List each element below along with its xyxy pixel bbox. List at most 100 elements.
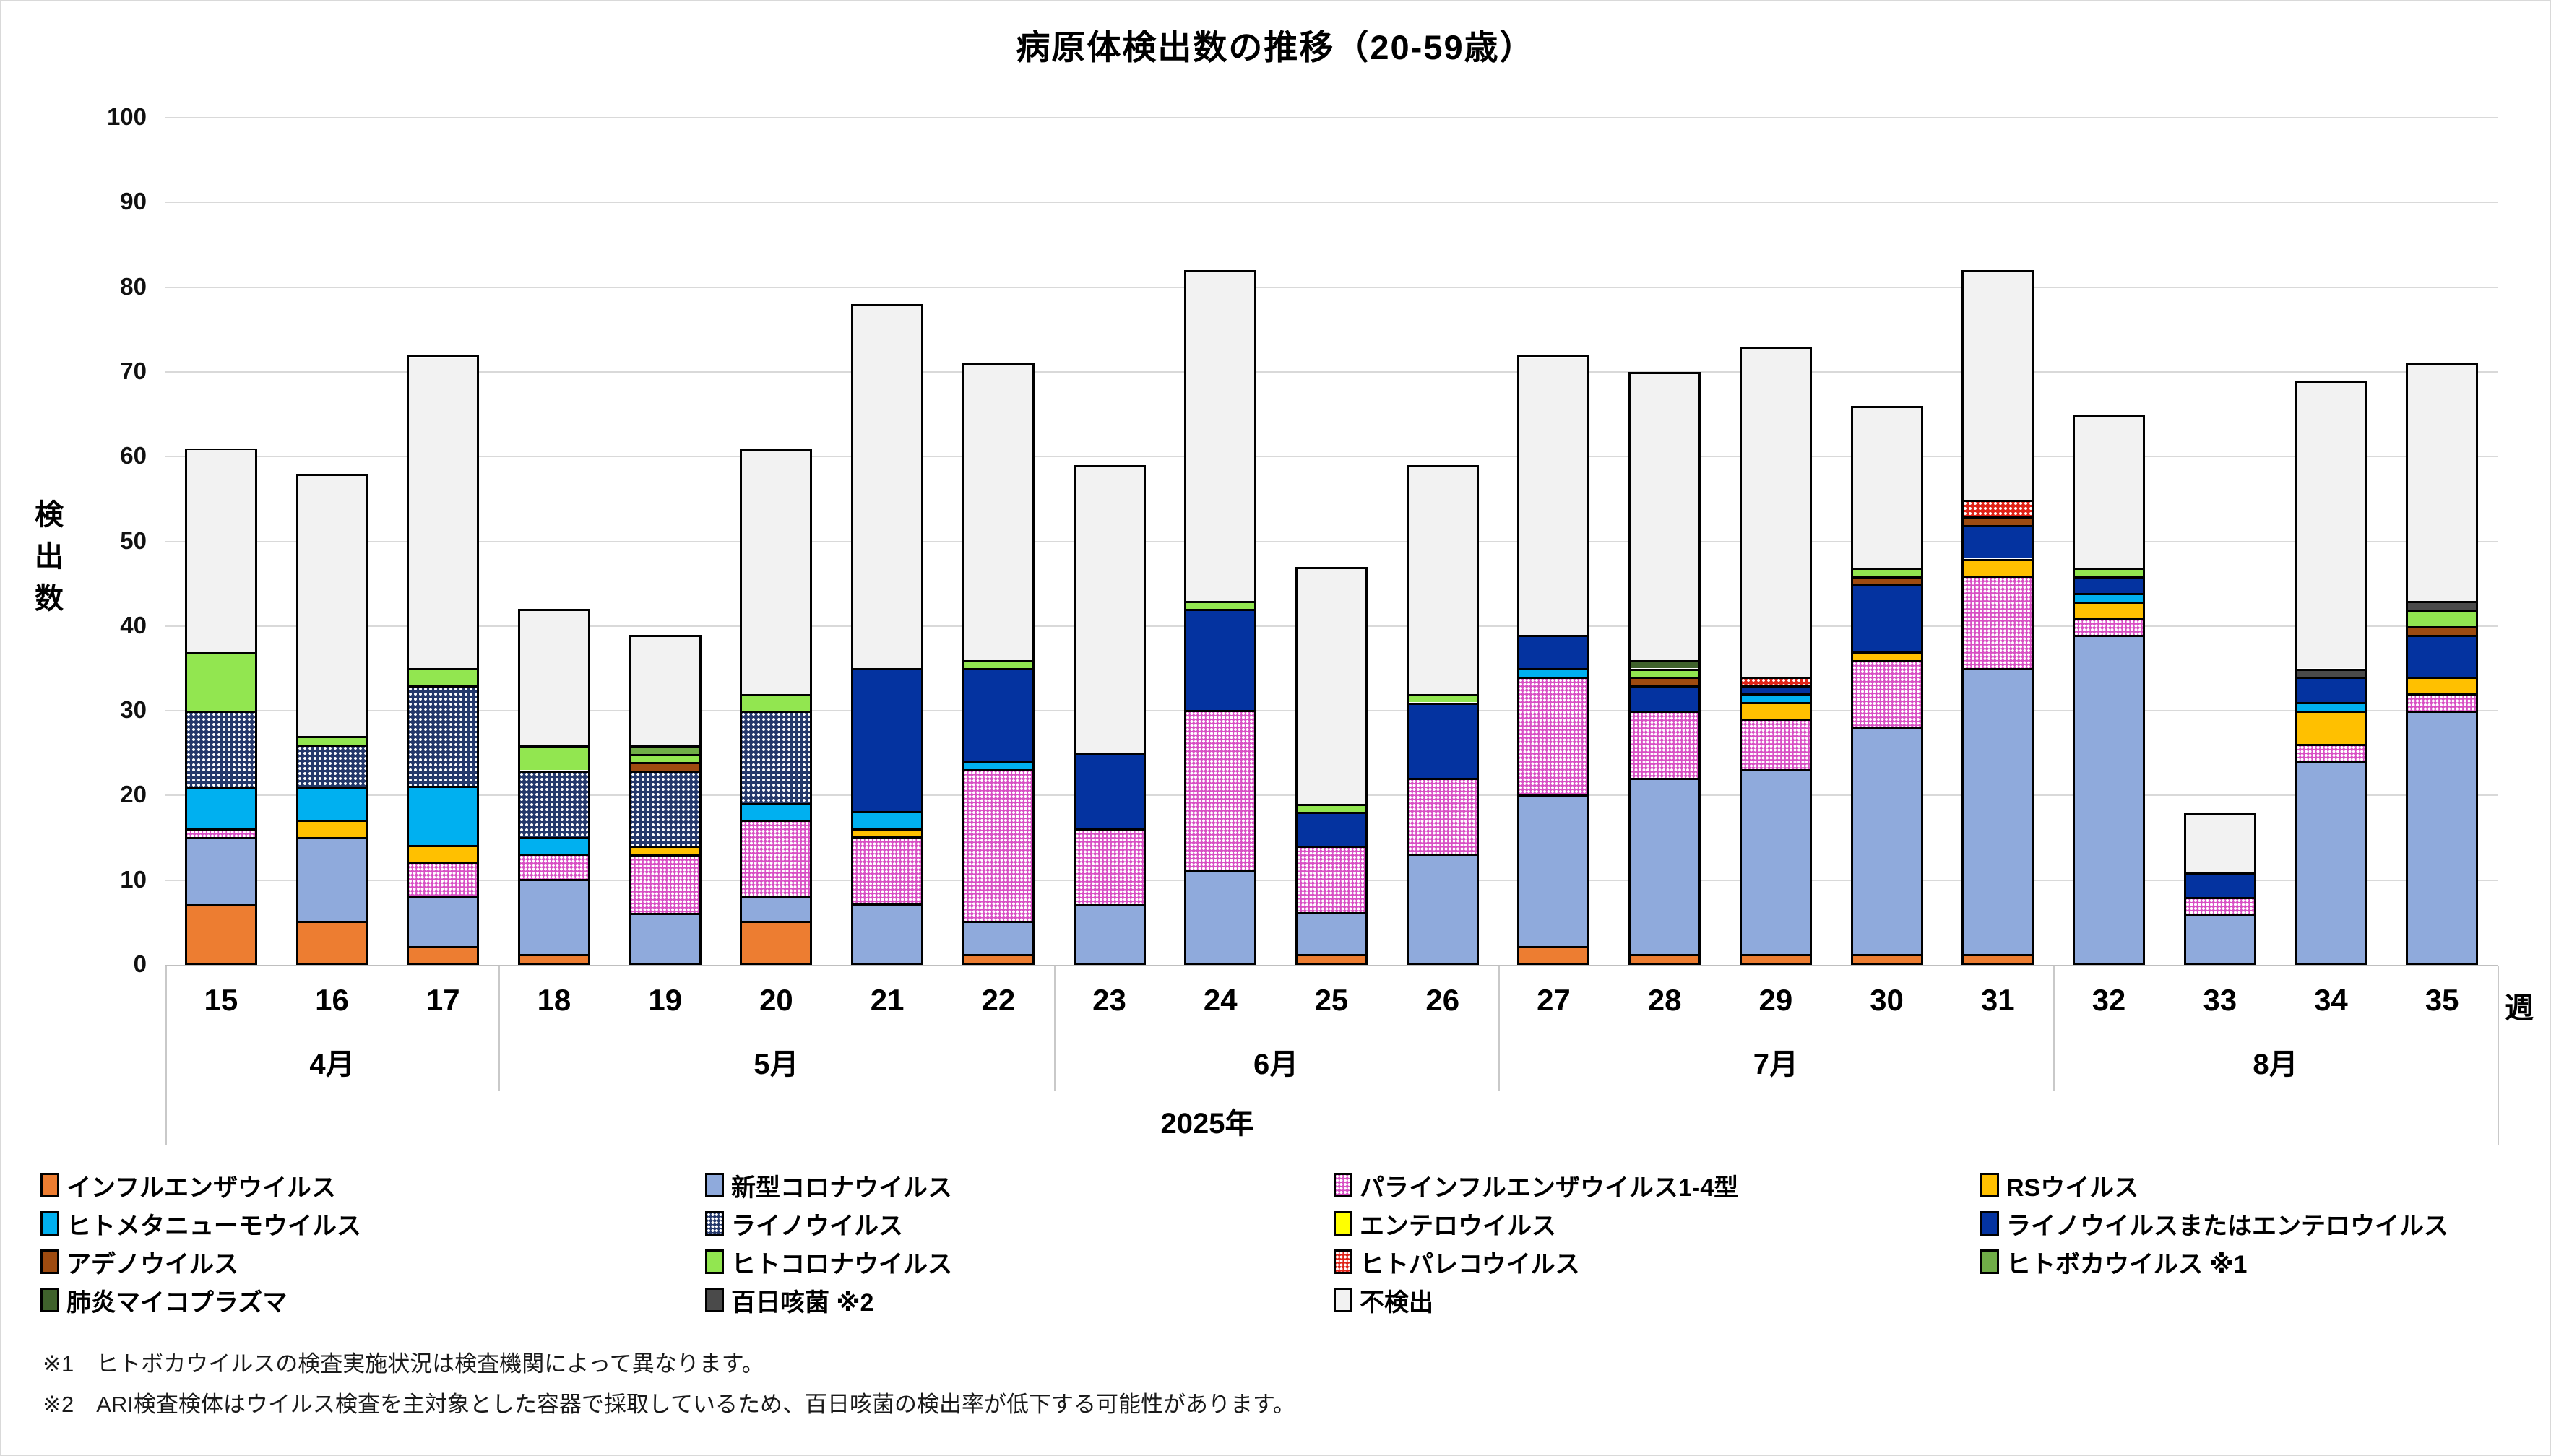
legend-swatch-rs-icon [1980, 1173, 1999, 1197]
segment-covid-week-29 [1741, 769, 1810, 955]
segment-influenza-week-27 [1519, 945, 1588, 963]
bar-week-33 [2183, 812, 2256, 965]
bar-week-32 [2073, 414, 2145, 965]
segment-rhino-week-16 [298, 744, 366, 786]
y-tick-80: 80 [120, 272, 147, 300]
segment-rs-week-31 [1964, 558, 2032, 576]
gridline-60 [165, 456, 2498, 458]
segment-para-week-33 [2185, 896, 2254, 914]
segment-influenza-week-22 [964, 954, 1032, 963]
x-tick-week-26: 26 [1425, 983, 1460, 1017]
x-axis-line [165, 965, 2498, 966]
y-tick-30: 30 [120, 696, 147, 724]
segment-rs-week-35 [2408, 677, 2477, 694]
segment-covid-week-17 [409, 895, 478, 946]
legend-swatch-influenza-icon [40, 1173, 59, 1197]
bar-week-22 [962, 363, 1035, 965]
legend-swatch-roe-icon [1980, 1211, 1999, 1236]
x-tick-week-32: 32 [2092, 983, 2126, 1017]
segment-roe-week-32 [2075, 576, 2143, 593]
segment-not_detected-week-26 [1408, 467, 1477, 694]
segment-rs-week-30 [1852, 651, 1921, 660]
segment-roe-week-33 [2185, 872, 2254, 897]
gridline-100 [165, 117, 2498, 118]
legend-swatch-rhino-icon [705, 1211, 724, 1236]
x-tick-week-23: 23 [1092, 983, 1126, 1017]
x-tick-week-24: 24 [1203, 983, 1238, 1017]
segment-influenza-week-25 [1298, 954, 1365, 963]
segment-not_detected-week-34 [2297, 382, 2365, 669]
segment-not_detected-week-15 [186, 450, 255, 652]
segment-influenza-week-17 [409, 945, 478, 963]
segment-para-week-25 [1298, 845, 1365, 913]
segment-hcov-week-24 [1186, 600, 1255, 610]
legend-label-covid: 新型コロナウイルス [731, 1174, 952, 1202]
segment-covid-week-15 [186, 836, 255, 904]
segment-not_detected-week-20 [742, 450, 811, 694]
legend-item-covid: 新型コロナウイルス [705, 1169, 952, 1202]
legend-label-not_detected: 不検出 [1360, 1288, 1433, 1317]
segment-hcov-week-32 [2075, 568, 2143, 576]
segment-not_detected-week-18 [520, 611, 588, 745]
segment-roe-week-25 [1298, 812, 1365, 846]
segment-rs-week-16 [298, 820, 366, 837]
legend-swatch-adeno-icon [40, 1249, 59, 1274]
month-label-5月: 5月 [754, 1049, 799, 1080]
segment-para-week-24 [1186, 710, 1255, 870]
segment-not_detected-week-21 [853, 306, 922, 669]
legend-label-pertussis: 百日咳菌 ※2 [731, 1288, 874, 1317]
month-label-8月: 8月 [2253, 1049, 2298, 1080]
segment-not_detected-week-22 [964, 365, 1032, 660]
segment-hcov-week-18 [520, 745, 588, 771]
legend-label-rs: RSウイルス [2006, 1174, 2139, 1202]
segment-covid-week-31 [1964, 668, 2032, 955]
segment-not_detected-week-24 [1186, 272, 1255, 601]
y-tick-0: 0 [133, 950, 147, 977]
segment-not_detected-week-17 [409, 357, 478, 669]
segment-covid-week-24 [1186, 870, 1255, 963]
y-tick-90: 90 [120, 188, 147, 215]
legend-item-adeno: アデノウイルス [40, 1246, 238, 1278]
legend-item-mycoplasma: 肺炎マイコプラズマ [40, 1284, 287, 1317]
segment-hmpv-week-34 [2297, 702, 2365, 711]
segment-hcov-week-28 [1631, 668, 1699, 677]
segment-roe-week-22 [964, 668, 1032, 761]
x-tick-week-27: 27 [1537, 983, 1571, 1017]
segment-boca-week-19 [631, 745, 699, 754]
segment-covid-week-19 [631, 912, 699, 963]
bar-week-34 [2295, 380, 2367, 965]
segment-para-week-17 [409, 862, 478, 896]
segment-hmpv-week-22 [964, 760, 1032, 770]
segment-hcov-week-22 [964, 659, 1032, 669]
segment-hmpv-week-29 [1741, 693, 1810, 702]
y-tick-60: 60 [120, 442, 147, 469]
x-tick-week-17: 17 [426, 983, 460, 1017]
legend-item-hcov: ヒトコロナウイルス [705, 1246, 952, 1278]
x-tick-week-29: 29 [1758, 983, 1793, 1017]
legend-label-entero: エンテロウイルス [1360, 1212, 1556, 1240]
segment-rhino-week-15 [186, 711, 255, 786]
legend-label-influenza: インフルエンザウイルス [66, 1174, 336, 1202]
segment-not_detected-week-32 [2075, 416, 2143, 568]
segment-roe-week-29 [1741, 685, 1810, 694]
segment-hmpv-week-18 [520, 837, 588, 854]
segment-covid-week-26 [1408, 853, 1477, 963]
segment-rhino-week-17 [409, 685, 478, 786]
legend-swatch-hmpv-icon [40, 1211, 59, 1236]
x-tick-week-16: 16 [315, 983, 349, 1017]
segment-roe-week-26 [1408, 702, 1477, 779]
segment-hcov-week-16 [298, 736, 366, 745]
y-tick-20: 20 [120, 781, 147, 808]
segment-hcov-week-17 [409, 668, 478, 685]
gridline-80 [165, 286, 2498, 288]
segment-roe-week-34 [2297, 677, 2365, 703]
gridline-50 [165, 540, 2498, 542]
segment-influenza-week-28 [1631, 954, 1699, 963]
legend-swatch-entero-icon [1334, 1211, 1352, 1236]
segment-hcov-week-30 [1852, 568, 1921, 576]
segment-not_detected-week-28 [1631, 373, 1699, 660]
x-tick-week-21: 21 [870, 983, 905, 1017]
segment-rs-week-17 [409, 844, 478, 862]
legend-item-pertussis: 百日咳菌 ※2 [705, 1284, 874, 1317]
segment-hmpv-week-15 [186, 786, 255, 828]
